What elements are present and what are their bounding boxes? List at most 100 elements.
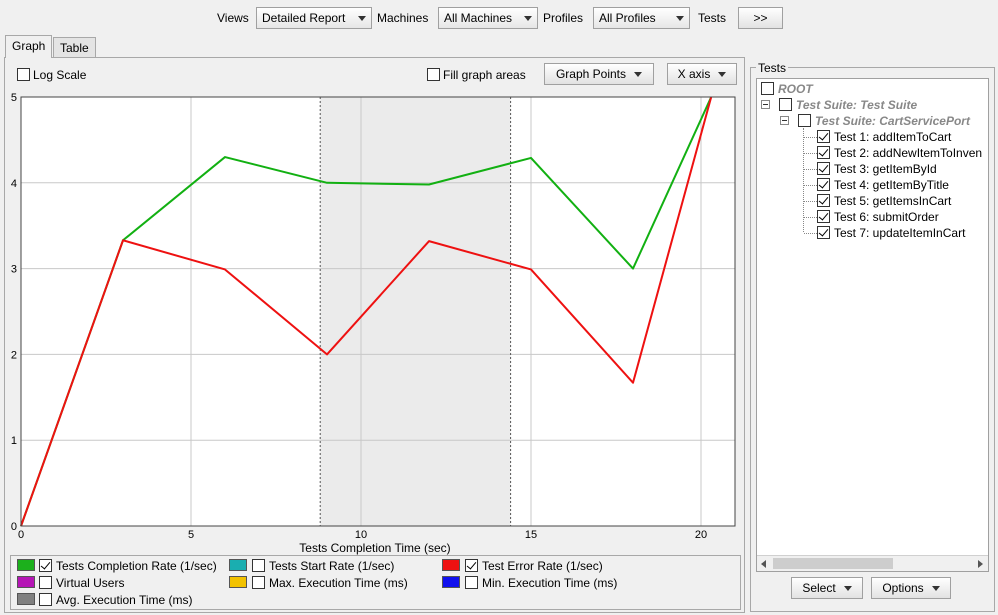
tree-node-test-3[interactable]: Test 3: getItemById: [834, 162, 937, 176]
x-axis-title: Tests Completion Time (sec): [299, 541, 450, 555]
legend-swatch-completion-rate: [17, 559, 35, 571]
legend-checkbox-virtual-users[interactable]: [39, 576, 52, 589]
tree-connector: [804, 185, 817, 186]
select-button-label: Select: [802, 581, 836, 595]
horizontal-scrollbar[interactable]: [757, 555, 988, 571]
machines-value: All Machines: [444, 11, 513, 25]
test-2-checkbox[interactable]: [817, 146, 830, 159]
legend-box: [10, 555, 741, 610]
machines-dropdown[interactable]: All Machines: [438, 7, 538, 29]
series-line-error-rate: [20, 96, 713, 527]
tests-label: Tests: [698, 11, 727, 25]
scroll-right-icon[interactable]: [978, 560, 983, 568]
graph-points-label: Graph Points: [555, 67, 627, 81]
tab-table[interactable]: Table: [53, 37, 96, 58]
tree-node-test-1[interactable]: Test 1: addItemToCart: [834, 130, 952, 144]
y-tick-label: 5: [11, 92, 17, 104]
x-tick-label: 15: [525, 529, 537, 541]
fill-areas-checkbox[interactable]: [427, 68, 440, 81]
collapse-icon[interactable]: [761, 100, 770, 109]
y-tick-label: 3: [11, 264, 17, 276]
x-tick-labels: 0 5 10 15 20: [18, 529, 707, 541]
tree-connector: [804, 137, 817, 138]
tab-graph[interactable]: Graph: [5, 35, 53, 58]
fill-areas-label: Fill graph areas: [443, 68, 526, 82]
y-tick-labels: 0 1 2 3 4 5: [11, 92, 17, 533]
profiles-value: All Profiles: [599, 11, 656, 25]
legend-label-virtual-users: Virtual Users: [56, 576, 125, 590]
tree-node-root[interactable]: ROOT: [778, 82, 813, 96]
tree-node-test-6[interactable]: Test 6: submitOrder: [834, 210, 939, 224]
tree-node-test-5[interactable]: Test 5: getItemsInCart: [834, 194, 952, 208]
x-tick-label: 5: [188, 529, 194, 541]
chevron-down-icon: [634, 72, 643, 78]
legend-checkbox-start-rate[interactable]: [252, 559, 265, 572]
legend-swatch-virtual-users: [17, 576, 35, 588]
tree-node-test-7[interactable]: Test 7: updateItemInCart: [834, 226, 966, 240]
tree-node-suite[interactable]: Test Suite: Test Suite: [796, 98, 918, 112]
chevron-down-icon: [843, 586, 852, 592]
legend-label-start-rate: Tests Start Rate (1/sec): [269, 559, 395, 573]
tree-node-test-4[interactable]: Test 4: getItemByTitle: [834, 178, 949, 192]
log-scale-label: Log Scale: [33, 68, 87, 82]
tests-panel-title: Tests: [756, 61, 789, 75]
scroll-left-icon[interactable]: [761, 560, 766, 568]
graph-points-button[interactable]: Graph Points: [544, 63, 654, 85]
log-scale-checkbox[interactable]: [17, 68, 30, 81]
legend-checkbox-completion-rate[interactable]: [39, 559, 52, 572]
test-6-checkbox[interactable]: [817, 210, 830, 223]
chevron-down-icon: [358, 16, 366, 21]
profiles-dropdown[interactable]: All Profiles: [593, 7, 690, 29]
tree-node-port[interactable]: Test Suite: CartServicePort: [815, 114, 970, 128]
views-value: Detailed Report: [262, 11, 346, 25]
views-dropdown[interactable]: Detailed Report: [256, 7, 372, 29]
chevron-down-icon: [676, 16, 684, 21]
profiles-label: Profiles: [543, 11, 584, 25]
legend-checkbox-avg-exec[interactable]: [39, 593, 52, 606]
legend-label-min-exec: Min. Execution Time (ms): [482, 576, 618, 590]
legend-checkbox-min-exec[interactable]: [465, 576, 478, 589]
x-tick-label: 10: [355, 529, 367, 541]
x-tick-label: 0: [18, 529, 24, 541]
legend-swatch-min-exec: [442, 576, 460, 588]
test-1-checkbox[interactable]: [817, 130, 830, 143]
options-button[interactable]: Options: [871, 577, 951, 599]
y-tick-label: 0: [11, 521, 17, 533]
tests-expand-button[interactable]: >>: [738, 7, 783, 29]
tree-node-test-2[interactable]: Test 2: addNewItemToInven: [834, 146, 983, 160]
root-checkbox[interactable]: [761, 82, 774, 95]
legend-checkbox-max-exec[interactable]: [252, 576, 265, 589]
y-tick-label: 2: [11, 349, 17, 361]
tree-connector: [804, 217, 817, 218]
legend-label-error-rate: Test Error Rate (1/sec): [482, 559, 603, 573]
grid-lines: [21, 97, 735, 526]
chevron-down-icon: [524, 16, 532, 21]
collapse-icon[interactable]: [780, 116, 789, 125]
highlight-range: [320, 97, 511, 526]
test-5-checkbox[interactable]: [817, 194, 830, 207]
y-tick-label: 4: [11, 178, 17, 190]
tree-connector: [803, 128, 804, 232]
test-7-checkbox[interactable]: [817, 226, 830, 239]
suite-checkbox[interactable]: [779, 98, 792, 111]
chevron-down-icon: [931, 586, 940, 592]
chart: 0 5 10 15 20 0 1 2 3 4 5 Tests Completion Time (s…: [11, 92, 736, 555]
legend-swatch-max-exec: [229, 576, 247, 588]
legend-label-avg-exec: Avg. Execution Time (ms): [56, 593, 193, 607]
series-line-completion-rate: [20, 96, 713, 527]
legend-swatch-start-rate: [229, 559, 247, 571]
test-3-checkbox[interactable]: [817, 162, 830, 175]
scrollbar-thumb[interactable]: [773, 558, 893, 569]
port-checkbox[interactable]: [798, 114, 811, 127]
x-tick-label: 20: [695, 529, 707, 541]
test-4-checkbox[interactable]: [817, 178, 830, 191]
legend-swatch-avg-exec: [17, 593, 35, 605]
machines-label: Machines: [377, 11, 429, 25]
plot-border: [20, 96, 736, 527]
x-axis-button[interactable]: X axis: [667, 63, 737, 85]
legend-checkbox-error-rate[interactable]: [465, 559, 478, 572]
select-button[interactable]: Select: [791, 577, 863, 599]
tests-panel: [750, 67, 995, 612]
tests-tree[interactable]: ROOT Test Suite: Test Suite Test Suite: …: [756, 78, 989, 572]
options-button-label: Options: [882, 581, 924, 595]
